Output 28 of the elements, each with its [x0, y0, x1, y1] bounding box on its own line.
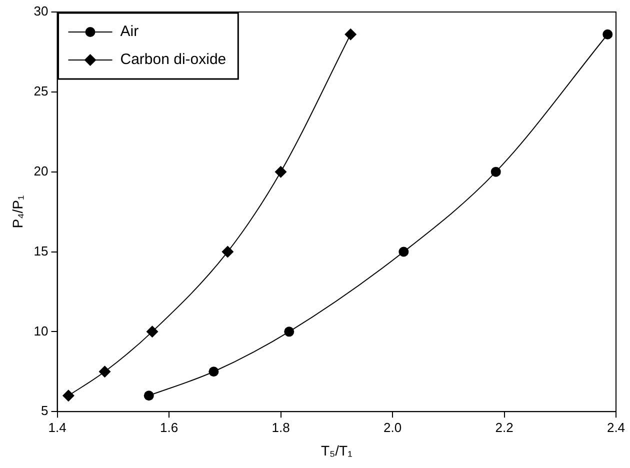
- point: [602, 29, 613, 40]
- legend-label: Carbon di-oxide: [120, 51, 226, 68]
- point: [490, 166, 501, 177]
- y-tick-label: 20: [34, 163, 48, 178]
- y-tick-label: 5: [41, 403, 48, 418]
- point: [146, 326, 158, 338]
- x-tick-label: 2.0: [383, 420, 402, 435]
- point: [344, 28, 357, 40]
- point: [208, 366, 219, 377]
- point: [398, 246, 409, 257]
- y-axis-title: P₄/P₁: [9, 195, 26, 228]
- x-tick-label: 2.4: [606, 420, 626, 435]
- point: [274, 166, 287, 178]
- point: [222, 246, 234, 258]
- point: [144, 390, 154, 401]
- y-tick-label: 10: [34, 323, 48, 338]
- point: [62, 390, 74, 402]
- y-tick-label: 25: [34, 84, 48, 98]
- x-axis-title: T₅/T₁: [320, 442, 353, 458]
- point: [284, 326, 294, 337]
- x-tick-label: 1.4: [48, 420, 66, 435]
- y-tick-label: 15: [34, 243, 48, 258]
- legend-label: Air: [120, 23, 139, 40]
- point: [98, 366, 111, 378]
- x-tick-label: 1.8: [272, 420, 290, 435]
- x-tick-label: 2.2: [495, 420, 514, 435]
- y-tick-label: 30: [34, 4, 48, 19]
- x-tick-label: 1.6: [160, 420, 178, 435]
